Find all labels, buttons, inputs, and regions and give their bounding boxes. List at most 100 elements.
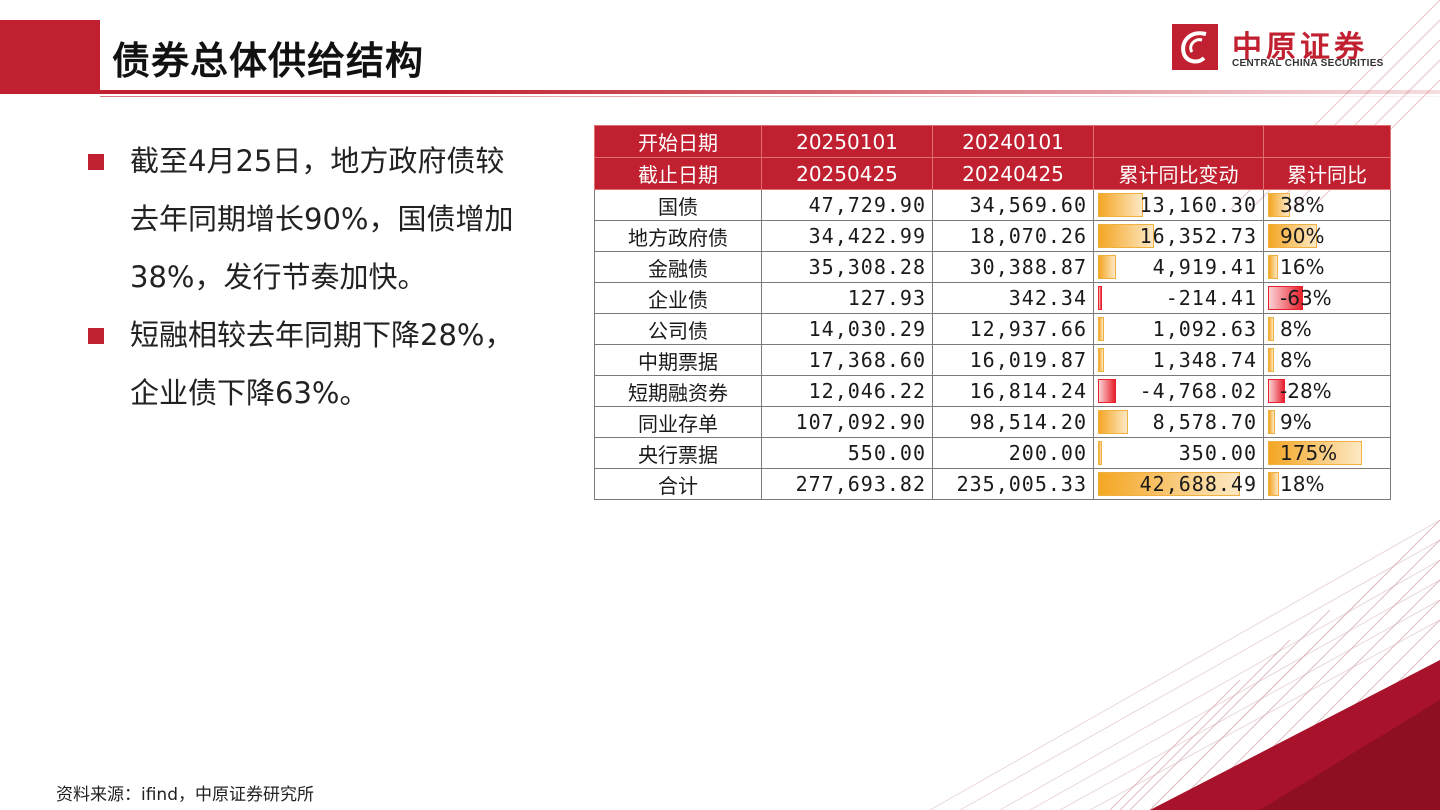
yoy-pct-cell: 8% [1263, 313, 1391, 345]
row-name-cell: 短期融资券 [594, 375, 762, 407]
cell-text: 34,422.99 [808, 224, 926, 248]
table-row: 企业债 127.93 342.34 -214.41 -63% [594, 282, 1391, 314]
cell-text: 合计 [658, 473, 698, 498]
value-2024-cell: 12,937.66 [932, 313, 1094, 345]
cell-text: 17,368.60 [808, 348, 926, 372]
cell-text: 350.00 [1178, 441, 1257, 465]
value-2025-cell: 277,693.82 [761, 468, 933, 500]
yoy-pct-cell: 8% [1263, 344, 1391, 376]
pct-databar [1268, 255, 1279, 279]
cell-text: 12,046.22 [808, 379, 926, 403]
cell-text: 央行票据 [638, 442, 718, 467]
cell-text: 公司债 [648, 318, 708, 343]
yoy-pct-cell: -63% [1263, 282, 1391, 314]
header-cell: 20250425 [761, 157, 933, 190]
cell-text: 8% [1280, 348, 1312, 372]
bullet-square-icon [88, 328, 104, 344]
cell-text: 98,514.20 [969, 410, 1087, 434]
cell-text: 同业存单 [638, 411, 718, 436]
row-name-cell: 中期票据 [594, 344, 762, 376]
cell-text: 中期票据 [638, 349, 718, 374]
yoy-pct-cell: 18% [1263, 468, 1391, 500]
yoy-pct-cell: 16% [1263, 251, 1391, 283]
change-databar [1098, 379, 1116, 403]
cell-text: -63% [1280, 286, 1332, 310]
yoy-change-cell: 16,352.73 [1093, 220, 1264, 252]
bullet-item: 短融相较去年同期下降28%，企业债下降63%。 [88, 306, 518, 422]
cell-text: -28% [1280, 379, 1332, 403]
cell-text: 金融债 [648, 256, 708, 281]
cell-text: 16,352.73 [1139, 224, 1257, 248]
header-cell: 累计同比变动 [1093, 157, 1264, 190]
bond-supply-table: 开始日期 20250101 20240101 截止日期 20250425 202… [594, 125, 1391, 500]
row-name-cell: 公司债 [594, 313, 762, 345]
cell-text: 16,019.87 [969, 348, 1087, 372]
cell-text: 企业债 [648, 287, 708, 312]
bullet-text: 截至4月25日，地方政府债较去年同期增长90%，国债增加38%，发行节奏加快。 [130, 144, 514, 294]
cell-text: 9% [1280, 410, 1312, 434]
cell-text: 短期融资券 [628, 380, 728, 405]
pct-databar [1268, 317, 1275, 341]
cell-text: 200.00 [1008, 441, 1087, 465]
pct-databar [1268, 193, 1290, 217]
cell-text: 30,388.87 [969, 255, 1087, 279]
cell-text: 13,160.30 [1139, 193, 1257, 217]
change-databar [1098, 317, 1104, 341]
cell-text: 47,729.90 [808, 193, 926, 217]
change-databar [1098, 348, 1105, 372]
header-accent-block [0, 20, 100, 94]
yoy-change-cell: -4,768.02 [1093, 375, 1264, 407]
yoy-change-cell: 1,348.74 [1093, 344, 1264, 376]
table-row: 短期融资券 12,046.22 16,814.24 -4,768.02 -28% [594, 375, 1391, 407]
yoy-change-cell: 8,578.70 [1093, 406, 1264, 438]
change-databar [1098, 441, 1102, 465]
cell-text: 8% [1280, 317, 1312, 341]
value-2024-cell: 235,005.33 [932, 468, 1094, 500]
value-2025-cell: 107,092.90 [761, 406, 933, 438]
cell-text: 12,937.66 [969, 317, 1087, 341]
table-row: 央行票据 550.00 200.00 350.00 175% [594, 437, 1391, 469]
table-row: 合计 277,693.82 235,005.33 42,688.49 18% [594, 468, 1391, 500]
table-header-row: 截止日期 20250425 20240425 累计同比变动 累计同比 [594, 157, 1391, 190]
bullet-list: 截至4月25日，地方政府债较去年同期增长90%，国债增加38%，发行节奏加快。 … [88, 132, 518, 422]
value-2025-cell: 550.00 [761, 437, 933, 469]
value-2025-cell: 127.93 [761, 282, 933, 314]
table-row: 同业存单 107,092.90 98,514.20 8,578.70 9% [594, 406, 1391, 438]
yoy-change-cell: 4,919.41 [1093, 251, 1264, 283]
yoy-change-cell: -214.41 [1093, 282, 1264, 314]
cell-text: 127.93 [847, 286, 926, 310]
header-cell: 20240101 [932, 125, 1094, 158]
header-divider-thin [100, 96, 1440, 97]
change-databar [1098, 472, 1240, 496]
value-2024-cell: 16,814.24 [932, 375, 1094, 407]
header-divider [100, 90, 1440, 94]
table-row: 国债 47,729.90 34,569.60 13,160.30 38% [594, 189, 1391, 221]
yoy-change-cell: 13,160.30 [1093, 189, 1264, 221]
value-2024-cell: 34,569.60 [932, 189, 1094, 221]
header-cell: 开始日期 [594, 125, 762, 158]
header-cell: 截止日期 [594, 157, 762, 190]
cell-text: 35,308.28 [808, 255, 926, 279]
change-databar [1098, 410, 1129, 434]
value-2025-cell: 12,046.22 [761, 375, 933, 407]
cell-text: 34,569.60 [969, 193, 1087, 217]
table-row: 地方政府债 34,422.99 18,070.26 16,352.73 90% [594, 220, 1391, 252]
row-name-cell: 同业存单 [594, 406, 762, 438]
value-2024-cell: 98,514.20 [932, 406, 1094, 438]
page-title: 债券总体供给结构 [112, 39, 425, 83]
header-cell [1093, 125, 1264, 158]
cell-text: 18% [1280, 472, 1325, 496]
yoy-pct-cell: 175% [1263, 437, 1391, 469]
cell-text: 1,092.63 [1152, 317, 1257, 341]
cell-text: -214.41 [1165, 286, 1257, 310]
cell-text: 1,348.74 [1152, 348, 1257, 372]
row-name-cell: 国债 [594, 189, 762, 221]
yoy-pct-cell: 9% [1263, 406, 1391, 438]
bullet-text: 短融相较去年同期下降28%，企业债下降63%。 [130, 318, 514, 410]
logo-english-name: CENTRAL CHINA SECURITIES [1232, 58, 1384, 69]
value-2024-cell: 30,388.87 [932, 251, 1094, 283]
row-name-cell: 合计 [594, 468, 762, 500]
cell-text: 107,092.90 [795, 410, 926, 434]
cell-text: 38% [1280, 193, 1325, 217]
